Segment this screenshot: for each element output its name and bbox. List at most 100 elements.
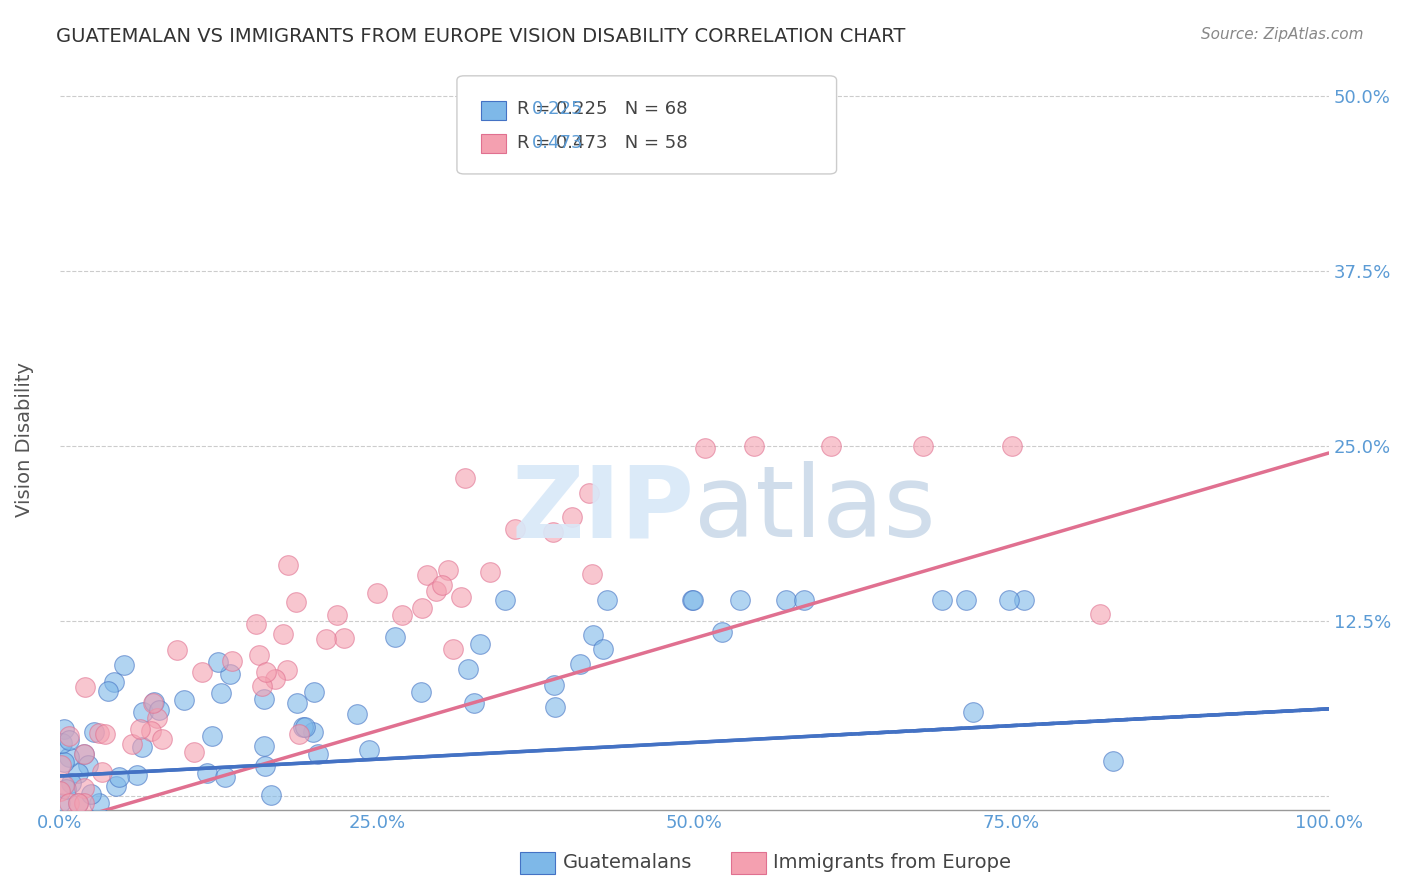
Point xyxy=(94,727,117,741)
Point xyxy=(962,705,984,719)
Point xyxy=(245,616,267,631)
Point xyxy=(72,780,94,795)
Point xyxy=(955,592,977,607)
Point xyxy=(569,657,592,671)
Point xyxy=(150,732,173,747)
Point xyxy=(254,665,277,679)
Point xyxy=(250,680,273,694)
Point xyxy=(142,696,165,710)
Point xyxy=(90,764,112,779)
Point xyxy=(775,592,797,607)
Point xyxy=(409,685,432,699)
Point xyxy=(148,703,170,717)
Point xyxy=(411,601,433,615)
Point xyxy=(131,739,153,754)
Point xyxy=(67,766,90,780)
Point xyxy=(195,765,218,780)
Text: Guatemalans: Guatemalans xyxy=(562,853,692,872)
Point xyxy=(450,591,472,605)
Point xyxy=(254,758,277,772)
Point xyxy=(108,771,131,785)
Point xyxy=(998,592,1021,607)
Text: ZIP: ZIP xyxy=(512,461,695,558)
Text: R = 0.473   N = 58: R = 0.473 N = 58 xyxy=(517,134,688,152)
Point xyxy=(129,722,152,736)
Point xyxy=(302,685,325,699)
Point xyxy=(415,568,437,582)
Point xyxy=(125,768,148,782)
Point xyxy=(183,745,205,759)
Y-axis label: Vision Disability: Vision Disability xyxy=(15,361,34,516)
Point xyxy=(793,592,815,607)
Point xyxy=(53,778,76,792)
Point xyxy=(191,665,214,679)
Point xyxy=(73,680,96,694)
Point xyxy=(1012,592,1035,607)
Point xyxy=(60,775,83,789)
Point xyxy=(911,439,934,453)
Point xyxy=(271,627,294,641)
Point xyxy=(1102,754,1125,768)
Point xyxy=(357,742,380,756)
Point xyxy=(470,637,492,651)
Point xyxy=(97,684,120,698)
Point xyxy=(366,586,388,600)
Point xyxy=(544,699,567,714)
Point xyxy=(1001,439,1024,453)
Point xyxy=(73,747,96,762)
Point xyxy=(346,706,368,721)
Point xyxy=(112,657,135,672)
Point xyxy=(214,770,236,784)
Point xyxy=(503,522,526,536)
Point xyxy=(145,711,167,725)
Point xyxy=(494,592,516,607)
Point xyxy=(80,787,103,801)
Point xyxy=(58,750,80,764)
Point xyxy=(441,641,464,656)
Point xyxy=(166,643,188,657)
Point xyxy=(66,796,89,810)
Point xyxy=(710,624,733,639)
Text: R = 0.225   N = 68: R = 0.225 N = 68 xyxy=(517,100,688,118)
Text: Source: ZipAtlas.com: Source: ZipAtlas.com xyxy=(1201,27,1364,42)
Point xyxy=(276,663,298,677)
Point xyxy=(561,510,583,524)
Point xyxy=(582,628,605,642)
Text: GUATEMALAN VS IMMIGRANTS FROM EUROPE VISION DISABILITY CORRELATION CHART: GUATEMALAN VS IMMIGRANTS FROM EUROPE VIS… xyxy=(56,27,905,45)
Point xyxy=(463,696,485,710)
Point xyxy=(87,726,110,740)
Text: atlas: atlas xyxy=(695,461,936,558)
Point xyxy=(58,796,80,810)
Point xyxy=(173,693,195,707)
Point xyxy=(541,524,564,539)
Point xyxy=(681,592,703,607)
Point xyxy=(53,722,76,736)
Point xyxy=(253,691,276,706)
Point xyxy=(578,486,600,500)
Point xyxy=(436,563,458,577)
Point xyxy=(682,592,704,607)
Point xyxy=(728,592,751,607)
Point xyxy=(55,781,77,796)
Point xyxy=(277,558,299,572)
Text: 0.473: 0.473 xyxy=(531,134,583,152)
Point xyxy=(479,566,502,580)
Point xyxy=(326,608,349,623)
Text: Immigrants from Europe: Immigrants from Europe xyxy=(773,853,1011,872)
Point xyxy=(200,729,222,743)
Point xyxy=(58,729,80,743)
Point xyxy=(391,607,413,622)
Point xyxy=(384,630,406,644)
Point xyxy=(592,641,614,656)
Point xyxy=(247,648,270,662)
Point xyxy=(73,747,96,761)
Point xyxy=(260,788,283,802)
Point xyxy=(105,779,128,793)
Point xyxy=(744,439,766,453)
Point xyxy=(457,662,479,676)
Point xyxy=(49,783,72,797)
Point xyxy=(820,439,842,453)
Point xyxy=(453,471,475,485)
Point xyxy=(218,666,240,681)
Point xyxy=(207,655,229,669)
